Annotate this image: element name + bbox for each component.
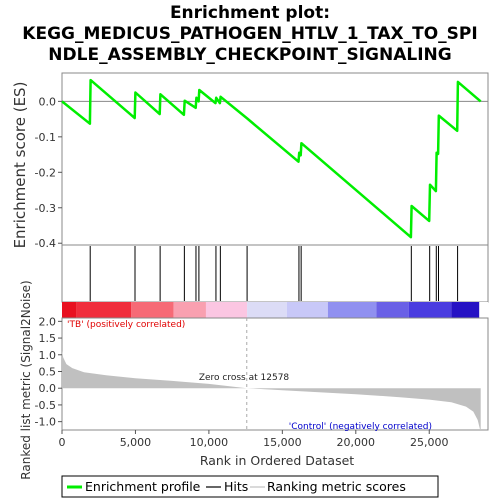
legend: Enrichment profile Hits Ranking metric s… — [61, 475, 439, 498]
es-series — [61, 78, 482, 239]
color-bar-segment — [76, 302, 132, 318]
color-bar-segment — [173, 302, 206, 318]
color-bar-segment — [205, 302, 248, 318]
color-bar-segment — [327, 302, 377, 318]
metric-y-tick-label: 2.0 — [39, 315, 57, 328]
color-bar-segment — [62, 302, 77, 318]
hit-markers — [89, 246, 459, 301]
x-tick-label: 5,000 — [120, 436, 152, 449]
metric-y-tick-label: 1.0 — [39, 349, 57, 362]
color-bar-segment — [286, 302, 328, 318]
es-y-tick-label: -0.2 — [35, 166, 56, 179]
es-y-tick-label: -0.3 — [35, 202, 56, 215]
color-bar-segment — [247, 302, 287, 318]
hits-panel — [61, 244, 489, 303]
title-line-2: KEGG_MEDICUS_PATHOGEN_HTLV_1_TAX_TO_SPI — [22, 24, 477, 44]
es-panel: 0.0 -0.1 -0.2 -0.3 -0.4 Enrichment score (ES… — [11, 72, 489, 250]
metric-area — [62, 350, 481, 429]
x-axis: 0 5,000 10,000 15,000 20,000 25,000 — [59, 430, 449, 449]
chart-title: Enrichment plot: KEGG_MEDICUS_PATHOGEN_H… — [22, 3, 477, 65]
legend-label-enrichment-profile: Enrichment profile — [85, 479, 201, 494]
color-bar-segment — [451, 302, 480, 318]
positive-label: 'TB' (positively correlated) — [67, 320, 185, 330]
title-line-1: Enrichment plot: — [170, 3, 330, 23]
es-y-tick-label: -0.4 — [35, 237, 56, 250]
es-y-axis: 0.0 -0.1 -0.2 -0.3 -0.4 — [35, 95, 62, 250]
color-bar-segment — [408, 302, 452, 318]
metric-plot-frame — [61, 317, 489, 431]
color-bar-segment — [131, 302, 174, 318]
metric-y-axis: 2.0 1.5 1.0 0.5 0.0 -0.5 -1.0 — [35, 315, 62, 429]
rank-color-bar — [62, 302, 488, 318]
metric-axis-label: Ranked list metric (Signal2Noise) — [19, 280, 33, 479]
hits-frame — [61, 244, 489, 303]
x-tick-label: 25,000 — [410, 436, 449, 449]
x-tick-label: 20,000 — [337, 436, 376, 449]
color-bar-segment — [376, 302, 409, 318]
es-y-tick-label: 0.0 — [39, 95, 57, 108]
title-line-3: NDLE_ASSEMBLY_CHECKPOINT_SIGNALING — [48, 45, 451, 65]
metric-y-tick-label: -0.5 — [35, 399, 56, 412]
es-axis-label: Enrichment score (ES) — [11, 82, 29, 249]
x-axis-label: Rank in Ordered Dataset — [200, 453, 354, 468]
metric-panel: 2.0 1.5 1.0 0.5 0.0 -0.5 -1.0 0 5,000 10,000 15,0… — [19, 280, 489, 480]
es-y-tick-label: -0.1 — [35, 131, 56, 144]
legend-label-ranking-metric: Ranking metric scores — [267, 479, 406, 494]
es-plot-frame — [61, 72, 489, 246]
metric-series — [62, 318, 481, 430]
x-tick-label: 15,000 — [263, 436, 302, 449]
legend-label-hits: Hits — [224, 479, 248, 494]
metric-y-tick-label: 1.5 — [39, 332, 57, 345]
metric-y-tick-label: 0.0 — [39, 382, 57, 395]
negative-label: 'Control' (negatively correlated) — [289, 422, 432, 432]
x-tick-label: 0 — [59, 436, 66, 449]
zero-cross-label: Zero cross at 12578 — [199, 373, 290, 383]
metric-y-tick-label: 0.5 — [39, 365, 57, 378]
es-line — [61, 78, 482, 239]
x-tick-label: 10,000 — [190, 436, 229, 449]
metric-y-tick-label: -1.0 — [35, 416, 56, 429]
